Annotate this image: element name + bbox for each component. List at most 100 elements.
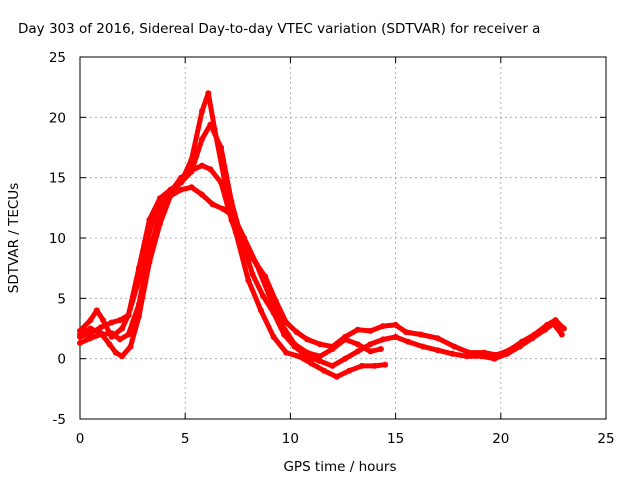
data-point xyxy=(98,324,104,331)
data-point xyxy=(218,144,224,151)
data-point xyxy=(218,179,224,186)
data-point xyxy=(207,121,214,128)
data-point xyxy=(93,307,100,314)
data-point xyxy=(146,259,153,266)
data-point xyxy=(560,325,567,332)
data-point xyxy=(108,330,115,337)
data-point xyxy=(464,353,471,360)
data-point xyxy=(117,336,123,343)
x-tick-label: 15 xyxy=(387,431,404,447)
data-point xyxy=(542,326,548,333)
data-point xyxy=(405,338,412,345)
data-point xyxy=(434,335,441,342)
x-tick-label: 0 xyxy=(76,431,85,447)
data-point xyxy=(199,191,205,198)
data-point xyxy=(321,367,328,374)
data-point xyxy=(451,343,458,350)
data-point xyxy=(354,326,361,333)
data-point xyxy=(125,331,132,338)
data-point xyxy=(403,329,410,336)
data-point xyxy=(367,327,374,334)
data-point xyxy=(329,346,336,352)
data-point xyxy=(308,360,315,367)
data-point xyxy=(329,362,336,369)
data-point xyxy=(245,277,252,284)
data-point xyxy=(77,331,83,338)
data-point xyxy=(106,341,113,348)
data-point xyxy=(167,192,174,199)
data-point xyxy=(550,320,557,327)
series-line-track-d xyxy=(77,184,384,359)
data-point xyxy=(270,333,277,340)
data-point xyxy=(112,349,119,356)
data-point xyxy=(316,341,323,348)
data-point xyxy=(253,261,260,268)
y-tick-label: 10 xyxy=(49,231,66,247)
data-point xyxy=(205,90,212,97)
data-point xyxy=(127,343,134,350)
data-point xyxy=(279,321,285,328)
data-point xyxy=(291,341,298,348)
data-point xyxy=(304,336,311,343)
data-point xyxy=(342,355,349,362)
data-point xyxy=(199,162,205,169)
chart-title: Day 303 of 2016, Sidereal Day-to-day VTE… xyxy=(18,21,540,37)
data-point xyxy=(382,361,389,368)
data-point xyxy=(295,353,302,360)
data-point xyxy=(207,166,214,173)
data-point xyxy=(230,213,237,220)
x-tick-label: 20 xyxy=(492,431,509,447)
data-point xyxy=(257,307,264,314)
y-tick-label: 25 xyxy=(49,50,66,66)
axis-ticks: 0 5 10 15 20 25 -5 0 5 10 15 20 25 xyxy=(49,50,615,447)
data-point xyxy=(77,340,83,346)
data-point xyxy=(157,220,163,227)
x-axis-label: GPS time / hours xyxy=(283,459,396,475)
data-point xyxy=(367,341,374,348)
data-point xyxy=(178,179,184,186)
y-tick-label: 15 xyxy=(49,171,66,187)
x-tick-label: 5 xyxy=(181,431,190,447)
data-point xyxy=(117,317,123,324)
data-point xyxy=(491,355,498,362)
data-point xyxy=(380,336,386,343)
data-point xyxy=(392,321,399,328)
data-point xyxy=(135,277,142,284)
data-point xyxy=(420,343,426,350)
y-axis-label: SDTVAR / TECUs xyxy=(6,183,22,293)
data-point xyxy=(199,136,205,143)
y-tick-label: 5 xyxy=(57,291,66,307)
data-point xyxy=(316,353,323,360)
data-point xyxy=(146,229,153,235)
y-tick-label: -5 xyxy=(53,412,66,428)
data-point xyxy=(108,319,115,326)
data-point xyxy=(293,329,300,336)
data-point xyxy=(367,348,374,355)
data-point xyxy=(119,353,126,360)
data-point xyxy=(135,313,142,320)
series-line-track-b xyxy=(77,163,567,358)
data-point xyxy=(241,235,248,241)
data-point xyxy=(260,292,266,299)
data-point xyxy=(478,353,485,360)
data-point xyxy=(380,323,386,330)
y-tick-label: 20 xyxy=(49,110,66,126)
series-group xyxy=(77,90,567,380)
data-point xyxy=(342,336,349,343)
data-point xyxy=(358,362,365,369)
data-point xyxy=(504,350,511,357)
data-point xyxy=(392,333,399,340)
data-point xyxy=(304,349,311,356)
x-tick-label: 25 xyxy=(597,431,614,447)
data-point xyxy=(434,347,441,354)
data-point xyxy=(220,206,227,212)
data-point xyxy=(354,341,361,348)
data-point xyxy=(100,317,107,324)
data-point xyxy=(188,168,195,175)
data-point xyxy=(87,335,94,342)
data-point xyxy=(316,358,323,365)
data-point xyxy=(333,373,340,380)
data-point xyxy=(125,312,132,319)
data-point xyxy=(283,349,290,356)
